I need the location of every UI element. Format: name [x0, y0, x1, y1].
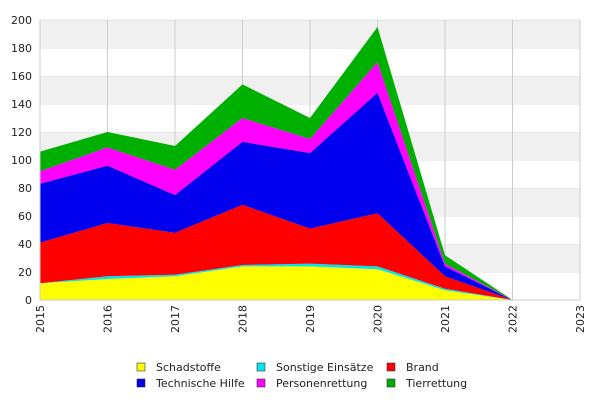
area-brand [40, 204, 513, 300]
y-tick-label: 0 [25, 294, 32, 307]
x-axis-tick-labels: 2015 2016 2017 2018 2019 2020 2021 2022 2023 [34, 305, 587, 333]
y-tick-label: 80 [18, 182, 32, 195]
legend-swatch [386, 378, 396, 388]
legend-label: Sonstige Einsätze [276, 361, 374, 374]
y-tick-label: 40 [18, 238, 32, 251]
area-tierrettung [40, 27, 513, 300]
legend-swatch [136, 378, 146, 388]
x-tick-label: 2016 [102, 305, 115, 333]
x-tick-label: 2015 [34, 305, 47, 333]
legend-item: Brand [386, 361, 439, 374]
y-tick-label: 120 [11, 126, 32, 139]
legend-label: Personenrettung [276, 377, 367, 390]
legend-label: Brand [406, 361, 439, 374]
axes [39, 20, 580, 301]
x-tick-label: 2022 [507, 305, 520, 333]
y-tick-label: 160 [11, 70, 32, 83]
legend-swatch [256, 378, 266, 388]
legend: Schadstoffe Sonstige Einsätze Brand Technis… [136, 361, 467, 390]
legend-item: Sonstige Einsätze [256, 361, 374, 374]
legend-item: Tierrettung [386, 377, 467, 390]
x-tick-label: 2019 [304, 305, 317, 333]
y-tick-label: 140 [11, 98, 32, 111]
area-personenrettung [40, 62, 513, 300]
legend-item: Technische Hilfe [136, 377, 245, 390]
legend-label: Schadstoffe [156, 361, 221, 374]
y-tick-label: 180 [11, 42, 32, 55]
x-tick-label: 2017 [169, 305, 182, 333]
y-tick-label: 100 [11, 154, 32, 167]
area-technische-hilfe [40, 92, 513, 300]
x-tick-label: 2018 [237, 305, 250, 333]
legend-item: Personenrettung [256, 377, 367, 390]
y-axis-tick-labels: 0 20 40 60 80 100 120 140 160 180 200 [11, 14, 32, 307]
x-tick-label: 2020 [372, 305, 385, 333]
area-schadstoffe [40, 266, 513, 300]
legend-label: Tierrettung [405, 377, 467, 390]
y-tick-label: 200 [11, 14, 32, 27]
legend-swatch [136, 362, 146, 372]
x-tick-label: 2023 [574, 305, 587, 333]
legend-swatch [256, 362, 266, 372]
x-tick-label: 2021 [439, 305, 452, 333]
legend-label: Technische Hilfe [155, 377, 245, 390]
y-tick-label: 60 [18, 210, 32, 223]
y-tick-label: 20 [18, 266, 32, 279]
legend-swatch [386, 362, 396, 372]
area-sonstige-einsätze [40, 263, 513, 300]
legend-item: Schadstoffe [136, 361, 221, 374]
area-series [40, 27, 513, 300]
